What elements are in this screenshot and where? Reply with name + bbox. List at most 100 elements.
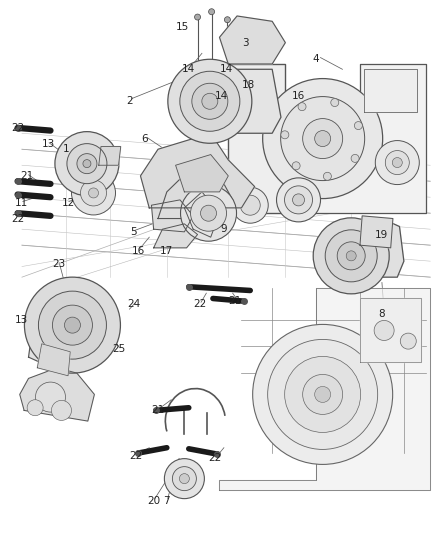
Circle shape — [55, 132, 119, 196]
Circle shape — [336, 242, 364, 270]
Text: 20: 20 — [147, 496, 160, 506]
Circle shape — [325, 230, 376, 282]
Circle shape — [240, 195, 260, 215]
Circle shape — [267, 340, 377, 449]
Text: 22: 22 — [11, 214, 24, 223]
Circle shape — [302, 374, 342, 415]
Circle shape — [35, 382, 65, 412]
Circle shape — [323, 172, 331, 180]
Circle shape — [51, 400, 71, 421]
Circle shape — [280, 131, 288, 139]
Circle shape — [200, 205, 216, 221]
Text: 16: 16 — [291, 91, 304, 101]
Text: 14: 14 — [182, 64, 195, 74]
Circle shape — [191, 83, 227, 119]
Circle shape — [52, 305, 92, 345]
Text: 5: 5 — [130, 227, 137, 237]
Polygon shape — [184, 192, 219, 237]
Circle shape — [64, 317, 80, 333]
Circle shape — [194, 14, 200, 20]
Text: 14: 14 — [215, 91, 228, 101]
Circle shape — [180, 71, 239, 131]
Polygon shape — [201, 69, 280, 133]
Polygon shape — [37, 344, 70, 376]
Circle shape — [399, 333, 415, 349]
Text: 23: 23 — [52, 259, 65, 269]
Circle shape — [385, 150, 408, 175]
Polygon shape — [140, 133, 254, 208]
Polygon shape — [228, 64, 425, 213]
Text: 22: 22 — [129, 451, 142, 461]
Polygon shape — [228, 64, 285, 213]
Circle shape — [392, 158, 401, 167]
Circle shape — [167, 59, 251, 143]
Text: 16: 16 — [131, 246, 145, 255]
Circle shape — [67, 143, 107, 184]
Text: 6: 6 — [141, 134, 148, 143]
Polygon shape — [359, 216, 392, 248]
Circle shape — [25, 277, 120, 373]
Polygon shape — [68, 149, 114, 184]
Circle shape — [292, 194, 304, 206]
Text: 2: 2 — [126, 96, 133, 106]
Text: 17: 17 — [160, 246, 173, 255]
Circle shape — [302, 118, 342, 159]
Circle shape — [353, 122, 361, 130]
Circle shape — [80, 180, 106, 206]
Circle shape — [291, 162, 300, 170]
Circle shape — [39, 291, 106, 359]
Circle shape — [164, 458, 204, 499]
Polygon shape — [324, 219, 403, 277]
Polygon shape — [364, 69, 416, 112]
Circle shape — [276, 178, 320, 222]
Text: 18: 18 — [241, 80, 254, 90]
Polygon shape — [359, 298, 420, 362]
Circle shape — [180, 185, 236, 241]
Polygon shape — [219, 16, 285, 64]
Polygon shape — [151, 200, 193, 232]
Circle shape — [88, 188, 98, 198]
Polygon shape — [20, 368, 94, 421]
Circle shape — [373, 320, 393, 341]
Circle shape — [252, 325, 392, 464]
Circle shape — [284, 357, 360, 432]
Text: 21: 21 — [228, 296, 241, 306]
Circle shape — [312, 218, 389, 294]
Text: 13: 13 — [14, 315, 28, 325]
Circle shape — [208, 9, 214, 15]
Circle shape — [262, 78, 382, 199]
Text: 22: 22 — [193, 299, 206, 309]
Circle shape — [314, 131, 330, 147]
Circle shape — [232, 187, 268, 223]
Text: 13: 13 — [42, 139, 55, 149]
Circle shape — [350, 155, 358, 163]
Circle shape — [346, 251, 355, 261]
Text: 11: 11 — [14, 198, 28, 207]
Circle shape — [190, 195, 226, 231]
Text: 8: 8 — [378, 310, 385, 319]
Circle shape — [172, 466, 196, 491]
Text: 22: 22 — [208, 454, 221, 463]
Text: 22: 22 — [11, 123, 24, 133]
Text: 14: 14 — [219, 64, 232, 74]
Circle shape — [280, 96, 364, 181]
Text: 24: 24 — [127, 299, 140, 309]
Text: 19: 19 — [374, 230, 388, 239]
Circle shape — [71, 171, 115, 215]
Text: 21: 21 — [151, 406, 164, 415]
Circle shape — [330, 99, 338, 107]
Circle shape — [284, 186, 312, 214]
Text: 25: 25 — [112, 344, 125, 354]
Text: 9: 9 — [220, 224, 227, 234]
Circle shape — [179, 474, 189, 483]
Polygon shape — [219, 288, 429, 490]
Polygon shape — [175, 155, 228, 192]
Circle shape — [314, 386, 330, 402]
Circle shape — [201, 93, 217, 109]
Polygon shape — [153, 224, 197, 248]
Text: 7: 7 — [163, 496, 170, 506]
Circle shape — [27, 400, 43, 416]
Polygon shape — [28, 288, 107, 373]
Polygon shape — [158, 171, 232, 219]
Text: 3: 3 — [242, 38, 249, 47]
